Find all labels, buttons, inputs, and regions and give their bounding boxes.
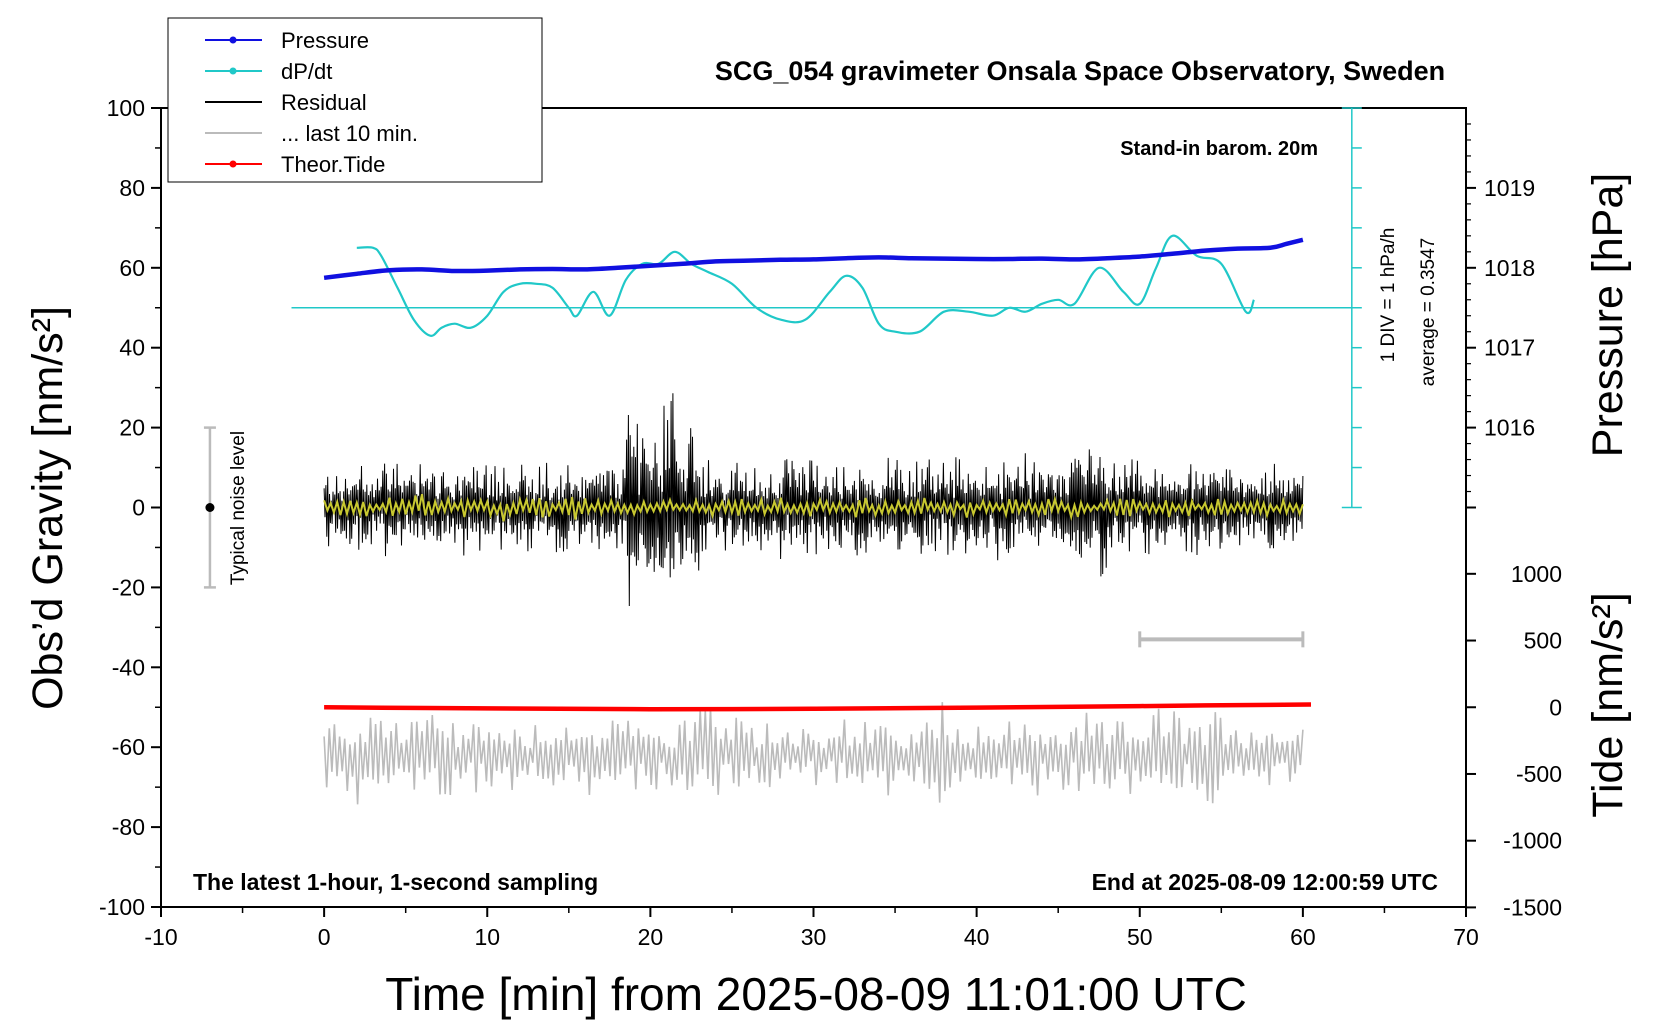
- series-dpdt: [356, 234, 1255, 337]
- y-axis-label-pressure: Pressure [hPa]: [1584, 173, 1632, 457]
- legend-label: Residual: [281, 90, 367, 115]
- y-tick-label: -100: [99, 894, 145, 920]
- tide-tick-label: -500: [1516, 761, 1562, 787]
- tide-tick-label: 0: [1549, 694, 1562, 720]
- series-residual-smoothed: [323, 494, 1304, 522]
- y-tick-label: 100: [107, 95, 145, 121]
- series-residual: [323, 393, 1304, 607]
- pressure-tick-label: 1017: [1484, 335, 1535, 361]
- legend-marker: [229, 36, 237, 44]
- y-tick-label: 0: [132, 495, 145, 521]
- y-axis-pressure: 1019 1018 1017 1016: [1466, 123, 1535, 509]
- x-tick-label: -10: [144, 924, 177, 950]
- y-tick-label: -40: [112, 654, 145, 680]
- x-tick-label: 40: [964, 924, 990, 950]
- x-axis-label: Time [min] from 2025-08-09 11:01:00 UTC: [385, 968, 1247, 1020]
- x-axis: -10 0 10 20 30 40 50 60 70: [144, 907, 1479, 950]
- tide-tick-label: -1500: [1503, 894, 1562, 920]
- pressure-tick-label: 1016: [1484, 415, 1535, 441]
- x-tick-label: 70: [1453, 924, 1479, 950]
- series-last-10-min: [323, 702, 1304, 805]
- y-tick-label: -20: [112, 574, 145, 600]
- y-tick-label: 80: [119, 175, 145, 201]
- y-axis-tide: 1000 500 0 -500 -1000 -1500: [1466, 561, 1562, 920]
- y-tick-label: 40: [119, 335, 145, 361]
- stand-in-note: Stand-in barom. 20m: [1120, 138, 1318, 160]
- average-label: average = 0.3547: [1418, 238, 1439, 386]
- x-tick-label: 20: [638, 924, 664, 950]
- x-tick-label: 0: [318, 924, 331, 950]
- y-tick-label: -60: [112, 734, 145, 760]
- y-axis-gravity: 100 80 60 40 20 0 -20 -40 -60 -80 -100: [99, 95, 161, 920]
- legend-marker: [229, 160, 237, 168]
- pressure-line: [323, 237, 1304, 281]
- y-axis-label-gravity: Obs’d Gravity [nm/s²]: [24, 306, 72, 710]
- series-theor-tide: [324, 702, 1312, 712]
- y-tick-label: 20: [119, 415, 145, 441]
- last10-line: [323, 702, 1304, 805]
- bottom-left-note: The latest 1-hour, 1-second sampling: [193, 869, 598, 895]
- x-tick-label: 10: [474, 924, 500, 950]
- residual-line: [323, 393, 1304, 607]
- tide-line: [324, 702, 1312, 712]
- legend: Pressure dP/dt Residual ... last 10 min. The…: [167, 17, 543, 183]
- typical-noise-bar: [203, 426, 216, 589]
- legend-box: [167, 17, 543, 183]
- legend-label: Pressure: [281, 28, 369, 53]
- residual-smoothed-line: [323, 494, 1304, 522]
- tide-tick-label: 1000: [1511, 561, 1562, 587]
- chart-title: SCG_054 gravimeter Onsala Space Observat…: [715, 56, 1445, 86]
- x-tick-label: 50: [1127, 924, 1153, 950]
- legend-label: dP/dt: [281, 59, 332, 84]
- legend-label: ... last 10 min.: [281, 121, 418, 146]
- x-tick-label: 30: [801, 924, 827, 950]
- y-tick-label: 60: [119, 255, 145, 281]
- tide-tick-label: 500: [1524, 628, 1562, 654]
- div-label: 1 DIV = 1 hPa/h: [1378, 228, 1399, 363]
- last-10-min-range-bar: [1138, 631, 1305, 648]
- series-pressure: [323, 237, 1304, 281]
- noise-bar-center: [205, 503, 215, 512]
- legend-marker: [229, 67, 237, 75]
- y-tick-label: -80: [112, 814, 145, 840]
- bottom-right-note: End at 2025-08-09 12:00:59 UTC: [1092, 869, 1438, 895]
- legend-label: Theor.Tide: [281, 152, 385, 177]
- tide-tick-label: -1000: [1503, 828, 1562, 854]
- y-axis-label-tide: Tide [nm/s²]: [1584, 592, 1632, 817]
- noise-label: Typical noise level: [228, 431, 249, 585]
- x-tick-label: 60: [1290, 924, 1316, 950]
- pressure-tick-label: 1018: [1484, 255, 1535, 281]
- dpdt-line: [356, 234, 1255, 337]
- pressure-tick-label: 1019: [1484, 175, 1535, 201]
